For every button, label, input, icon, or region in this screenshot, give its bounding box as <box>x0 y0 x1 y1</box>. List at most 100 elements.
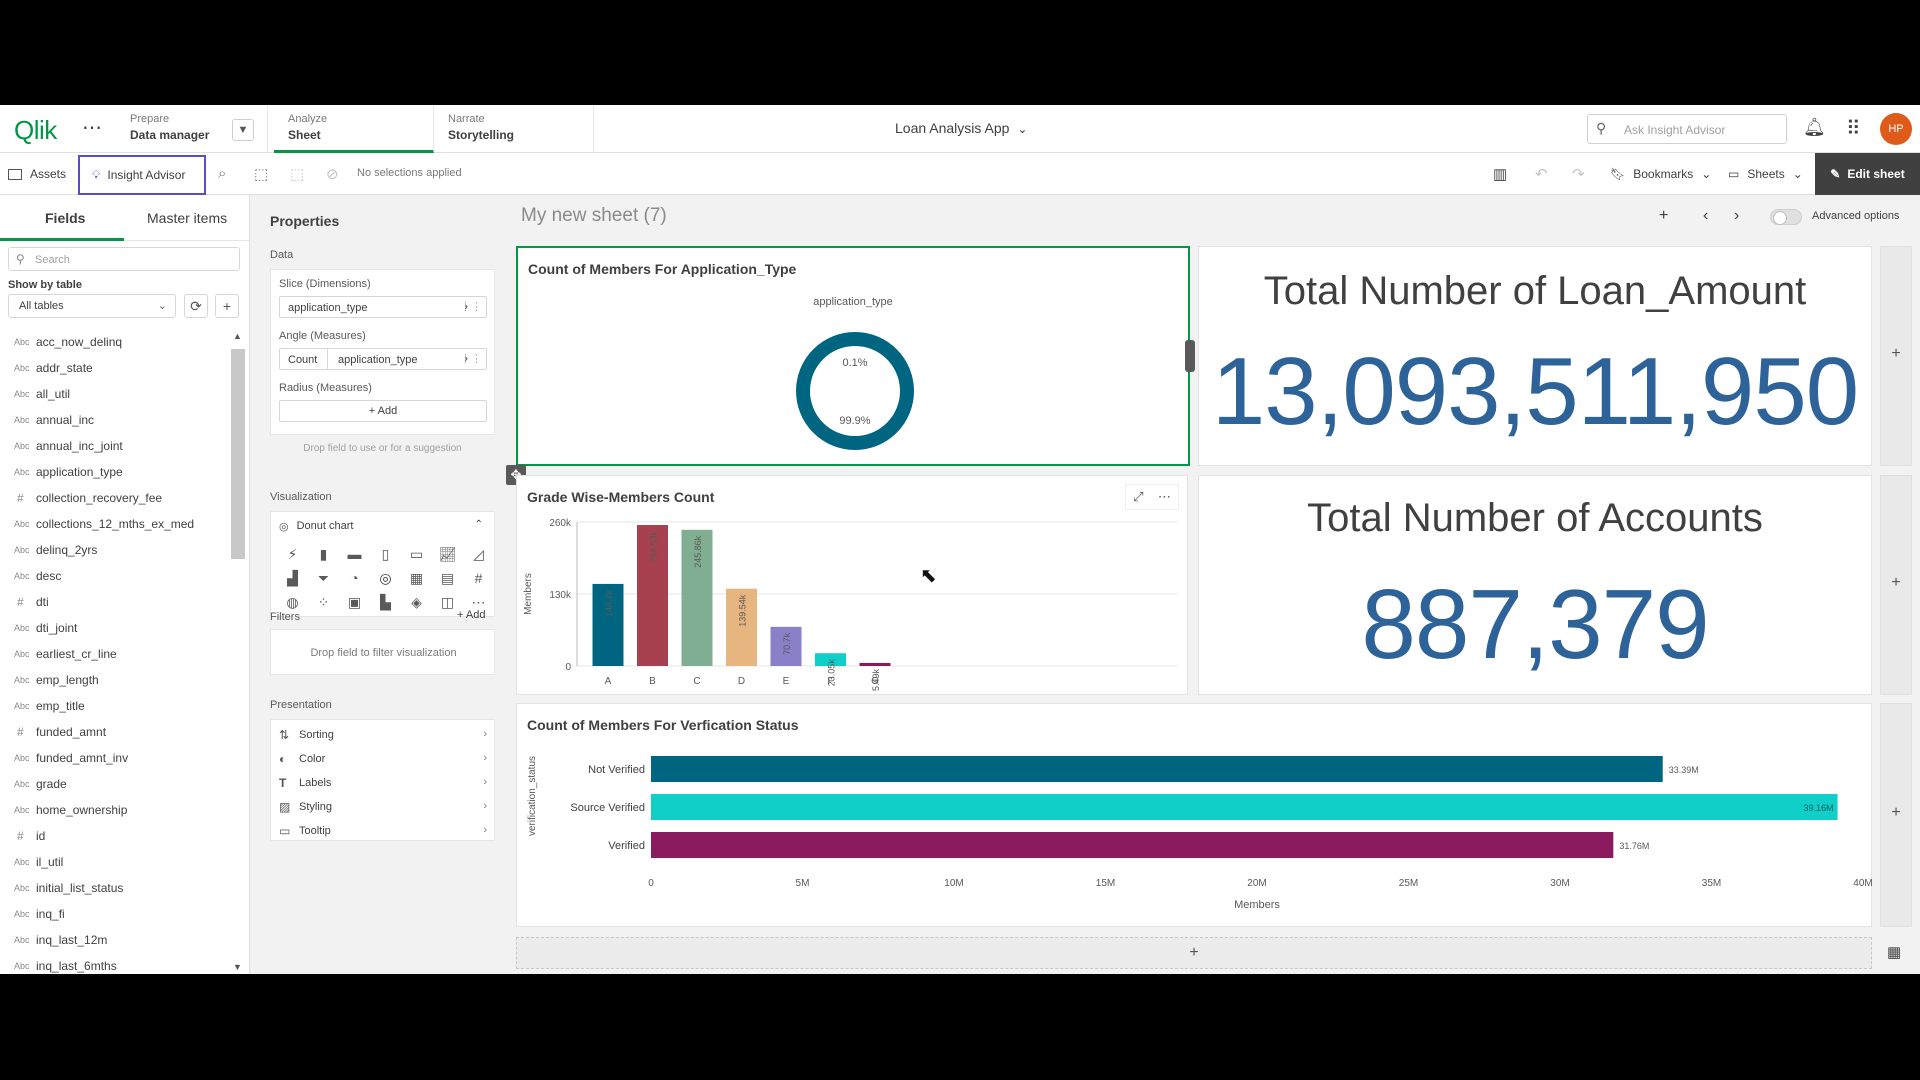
bullet-chart-icon[interactable]: ▭ <box>409 546 424 562</box>
table-select[interactable]: All tables ⌄ <box>8 294 176 318</box>
waterfall-icon[interactable]: ▙ <box>380 594 391 610</box>
field-list-item[interactable]: Abc desc <box>0 563 230 589</box>
field-list-item[interactable]: Abc dti_joint <box>0 615 230 641</box>
step-back-icon[interactable]: ⬚ <box>290 166 305 183</box>
scroll-down-icon[interactable]: ▼ <box>233 962 242 972</box>
bookmarks-button[interactable]: 🔖︎ Bookmarks ⌄ <box>1610 153 1711 195</box>
apps-grid-icon[interactable]: ⠿ <box>1846 118 1861 140</box>
prepare-dropdown-icon[interactable]: ▼ <box>232 119 254 141</box>
combo-chart-icon[interactable]: ▟ <box>287 570 298 586</box>
kpi-loan-amount-card[interactable]: Total Number of Loan_Amount 13,093,511,9… <box>1198 246 1872 466</box>
grid-spacing-icon[interactable]: ▦ <box>1887 944 1902 961</box>
field-list-item[interactable]: Abc il_util <box>0 849 230 875</box>
pivot-table-icon[interactable]: ▤ <box>440 570 455 586</box>
bar-chart-icon[interactable]: ▮ <box>319 546 328 562</box>
advanced-options-toggle[interactable] <box>1770 209 1802 225</box>
chart-layout-icon[interactable]: ▥ <box>1493 166 1508 183</box>
ask-insight-advisor-input[interactable]: ⚲ Ask Insight Advisor <box>1587 114 1787 144</box>
smart-search-icon[interactable]: ⌕ <box>218 165 227 182</box>
tab-fields[interactable]: Fields <box>45 210 86 226</box>
field-list-item[interactable]: Abc annual_inc_joint <box>0 433 230 459</box>
field-list-item[interactable]: # funded_amnt <box>0 719 230 745</box>
field-list-item[interactable]: Abc emp_length <box>0 667 230 693</box>
field-list-item[interactable]: # id <box>0 823 230 849</box>
sheets-button[interactable]: ▭ Sheets ⌄ <box>1728 153 1803 195</box>
grade-bar-chart[interactable]: Members 0 130k 260k 148.2k A 254.53k B 245.86k C 1… <box>517 516 1189 696</box>
field-list-item[interactable]: Abc collections_12_mths_ex_med <box>0 511 230 537</box>
field-list-item[interactable]: Abc application_type <box>0 459 230 485</box>
refresh-icon[interactable]: ⟳ <box>184 294 208 318</box>
grade-bar-chart-card[interactable]: Grade Wise-Members Count ⤢ ⋯ Members 0 130… <box>516 475 1188 695</box>
viz-type-selector[interactable]: ◎ Donut chart ⌃ <box>279 516 489 536</box>
donut-chart-icon[interactable]: ◎ <box>379 570 392 586</box>
nav-analyze[interactable]: Analyze Sheet <box>274 105 434 153</box>
sheet-title[interactable]: My new sheet (7) <box>521 205 667 226</box>
more-menu-icon[interactable]: ⋯ <box>82 117 102 139</box>
previous-sheet-icon[interactable]: ‹ <box>1703 207 1709 224</box>
histogram-icon[interactable]: ◫ <box>440 594 455 610</box>
next-sheet-icon[interactable]: › <box>1734 207 1740 224</box>
presentation-sorting[interactable]: ⇅ Sorting › <box>279 724 489 746</box>
funnel-icon[interactable]: ⏷ <box>317 570 330 586</box>
presentation-color[interactable]: ◐ Color › <box>279 748 489 770</box>
insight-advisor-button[interactable]: 💡︎ Insight Advisor <box>78 155 206 195</box>
distribution-icon[interactable]: ◈ <box>411 594 422 610</box>
field-list-item[interactable]: Abc annual_inc <box>0 407 230 433</box>
lasso-select-icon[interactable]: ⬚ <box>254 166 269 183</box>
auto-chart-icon[interactable]: ⚡︎ <box>287 546 298 562</box>
redo-icon[interactable]: ↷ <box>1572 166 1585 183</box>
verification-bar-chart-card[interactable]: Count of Members For Verfication Status … <box>516 703 1873 927</box>
add-column-strip[interactable]: + <box>1880 246 1912 466</box>
verification-bar-chart[interactable]: verification_status 0 5M 10M 15M 20M 25M 30M 35M… <box>517 740 1873 926</box>
field-list-item[interactable]: Abc delinq_2yrs <box>0 537 230 563</box>
kpi-icon[interactable]: # <box>474 570 483 586</box>
add-row-strip[interactable]: + <box>516 937 1872 969</box>
field-list-item[interactable]: Abc earliest_cr_line <box>0 641 230 667</box>
clear-selections-icon[interactable]: ⊘ <box>326 166 339 183</box>
app-title-dropdown[interactable]: Loan Analysis App ⌄ <box>895 120 1028 136</box>
boxplot-icon[interactable]: ▯ <box>381 546 390 562</box>
add-field-icon[interactable]: + <box>215 294 239 318</box>
field-list-item[interactable]: # dti <box>0 589 230 615</box>
undo-icon[interactable]: ↶ <box>1535 166 1548 183</box>
drag-handle-icon[interactable]: ⋮⋮ <box>460 353 482 365</box>
add-column-strip[interactable]: + <box>1880 703 1912 927</box>
presentation-labels[interactable]: T Labels › <box>279 772 489 794</box>
field-list-item[interactable]: Abc all_util <box>0 381 230 407</box>
fields-search-input[interactable]: ⚲ Search <box>8 247 240 271</box>
drag-handle-icon[interactable]: ⋮⋮ <box>460 301 482 313</box>
line-chart-icon[interactable]: 📈︎ <box>438 546 457 562</box>
field-list-item[interactable]: Abc acc_now_delinq <box>0 329 230 355</box>
donut-chart-card[interactable]: Count of Members For Application_Type ap… <box>516 246 1190 466</box>
scatter-icon[interactable]: ⁘ <box>317 594 330 610</box>
qlik-logo[interactable]: Qlik <box>14 115 57 145</box>
add-measure-button[interactable]: + Add <box>279 400 487 422</box>
kpi-accounts-card[interactable]: Total Number of Accounts 887,379 <box>1198 475 1872 695</box>
add-column-strip[interactable]: + <box>1880 475 1912 695</box>
field-list-item[interactable]: Abc inq_last_6mths <box>0 953 230 974</box>
presentation-styling[interactable]: ▨ Styling › <box>279 796 489 818</box>
more-options-icon[interactable]: ⋯ <box>1157 489 1171 504</box>
map-icon[interactable]: ◍ <box>286 594 299 610</box>
donut-chart[interactable]: 0.1% 99.9% <box>790 326 920 456</box>
treemap-icon[interactable]: ▣ <box>347 594 362 610</box>
assets-button[interactable]: Assets <box>8 153 66 195</box>
field-list-item[interactable]: Abc emp_title <box>0 693 230 719</box>
area-chart-icon[interactable]: ◿ <box>473 546 484 562</box>
more-charts-icon[interactable]: ⋯ <box>471 594 486 610</box>
add-filter-button[interactable]: + Add <box>457 609 486 621</box>
nav-narrate[interactable]: Narrate Storytelling <box>434 105 594 153</box>
expand-icon[interactable]: ⤢ <box>1133 489 1144 504</box>
angle-field[interactable]: Count application_type › ⋮⋮ <box>279 348 487 370</box>
field-list-item[interactable]: Abc inq_fi <box>0 901 230 927</box>
field-list-item[interactable]: Abc home_ownership <box>0 797 230 823</box>
field-list-item[interactable]: Abc initial_list_status <box>0 875 230 901</box>
add-sheet-icon[interactable]: + <box>1659 207 1669 224</box>
edit-sheet-button[interactable]: ✎ Edit sheet <box>1815 153 1920 195</box>
field-list-scrollbar[interactable]: ▲ ▼ <box>230 329 246 974</box>
slice-field[interactable]: application_type › ⋮⋮ <box>279 296 487 318</box>
field-list-item[interactable]: # collection_recovery_fee <box>0 485 230 511</box>
field-list-item[interactable]: Abc inq_last_12m <box>0 927 230 953</box>
field-list-item[interactable]: Abc addr_state <box>0 355 230 381</box>
user-avatar[interactable]: HP <box>1880 113 1912 145</box>
